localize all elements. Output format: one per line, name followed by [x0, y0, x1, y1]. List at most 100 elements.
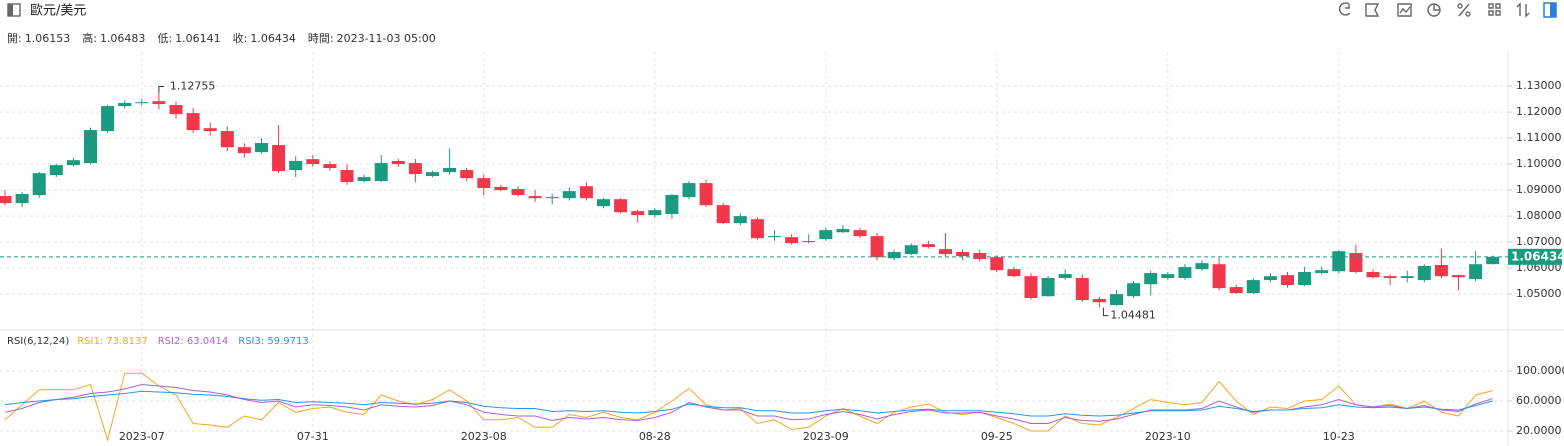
candle-body [494, 186, 508, 191]
annotation-arrow [158, 85, 164, 93]
candle-body [1281, 275, 1294, 286]
x-tick-label: 08-28 [639, 430, 671, 443]
candle-body [426, 172, 439, 177]
candle-body [785, 237, 799, 244]
chart-type-button[interactable] [1397, 3, 1412, 17]
candle-body [887, 251, 901, 259]
scale-button[interactable] [1516, 2, 1530, 18]
icon [1433, 4, 1440, 11]
candle-body [237, 147, 251, 154]
candle-body [1075, 277, 1089, 301]
indicator-title: RSI(6,12,24) [7, 336, 69, 347]
candle-body [306, 159, 320, 165]
candle-body [118, 102, 132, 107]
panel-button[interactable] [1543, 2, 1557, 18]
candle-body [562, 191, 576, 199]
candle-body [272, 145, 286, 172]
candle-body [1127, 283, 1141, 297]
info-label: 高: [82, 31, 97, 45]
candle-body [1486, 256, 1500, 265]
candle-body [597, 199, 610, 207]
info-label: 時間: [308, 32, 334, 45]
candle-body [1246, 280, 1260, 294]
candle-body [323, 164, 337, 168]
candle-body [1349, 253, 1363, 273]
candle-body [1092, 299, 1106, 303]
candle-body [1058, 274, 1072, 278]
candle-body [699, 183, 713, 206]
candle-body [973, 253, 987, 260]
icon-fill [8, 4, 13, 16]
candle-body [1298, 272, 1312, 286]
candle-body [289, 160, 303, 171]
candle-body [15, 193, 29, 204]
candle-body [460, 170, 474, 179]
candle-body [1144, 273, 1158, 285]
y-tick-label: 1.07000 [1516, 235, 1562, 248]
y-tick-label: 1.08000 [1516, 209, 1562, 222]
info-value: 1.06434 [250, 32, 296, 45]
annotation-label: 1.12755 [170, 79, 216, 92]
icon [1365, 3, 1380, 17]
candle-body [716, 205, 730, 224]
toolbar [1338, 2, 1557, 18]
candle-body [374, 163, 388, 181]
candle-body [1315, 270, 1329, 274]
x-tick-label: 07-31 [297, 430, 329, 443]
y-tick-label: 20.0000 [1516, 424, 1562, 437]
candle-body [66, 160, 80, 166]
candle-body [631, 211, 645, 216]
icon [1397, 3, 1412, 17]
symbol-icon[interactable] [7, 3, 21, 17]
y-tick-label: 1.09000 [1516, 183, 1562, 196]
candle-body [1161, 274, 1175, 278]
percent-button[interactable] [1457, 3, 1471, 17]
candle-body [443, 167, 457, 173]
info-value: 1.06483 [100, 32, 146, 45]
candle-body [733, 216, 747, 224]
y-tick-label: 1.13000 [1516, 79, 1562, 92]
last-price-tag [1508, 248, 1562, 265]
candle-body [255, 143, 268, 153]
candle-body [1024, 276, 1038, 299]
x-tick-label: 2023-08 [461, 430, 507, 443]
candle-body [135, 102, 149, 104]
candle-body [357, 177, 371, 181]
candle-body [1007, 269, 1021, 277]
refresh-button[interactable] [1338, 2, 1351, 16]
candle-body [853, 230, 867, 237]
candle-body [750, 219, 764, 239]
candle-body [1383, 276, 1397, 278]
y-tick-label: 1.11000 [1516, 131, 1562, 144]
layout-button[interactable] [1488, 3, 1501, 16]
x-tick-label: 2023-07 [119, 430, 165, 443]
candle-body [1400, 276, 1414, 278]
candle-body [1434, 264, 1448, 277]
candle-body [1469, 264, 1483, 280]
candle-body [203, 128, 217, 132]
candle-body [768, 236, 781, 238]
info-label: 開: [7, 32, 22, 45]
icon [1550, 3, 1556, 17]
annotation-label: 1.04481 [1110, 309, 1156, 322]
candle-body [0, 196, 12, 204]
y-tick-label: 1.10000 [1516, 157, 1562, 170]
candle-body [1041, 277, 1055, 297]
x-tick-label: 10-23 [1323, 430, 1355, 443]
indicator-button[interactable] [1427, 3, 1441, 17]
candle-body [836, 229, 850, 233]
candle-body [84, 130, 97, 164]
candle-body [1366, 272, 1380, 278]
x-tick-label: 2023-09 [803, 430, 849, 443]
rsi-line [4, 390, 1493, 417]
symbol-title: 歐元/美元 [30, 4, 86, 19]
x-tick-label: 2023-10 [1145, 430, 1191, 443]
draw-button[interactable] [1365, 3, 1380, 17]
candle-body [682, 183, 696, 198]
candle-body [152, 101, 166, 105]
candle-body [477, 178, 491, 189]
candle-body [819, 230, 833, 239]
candle-body [1417, 266, 1431, 281]
candle-body [579, 186, 593, 199]
